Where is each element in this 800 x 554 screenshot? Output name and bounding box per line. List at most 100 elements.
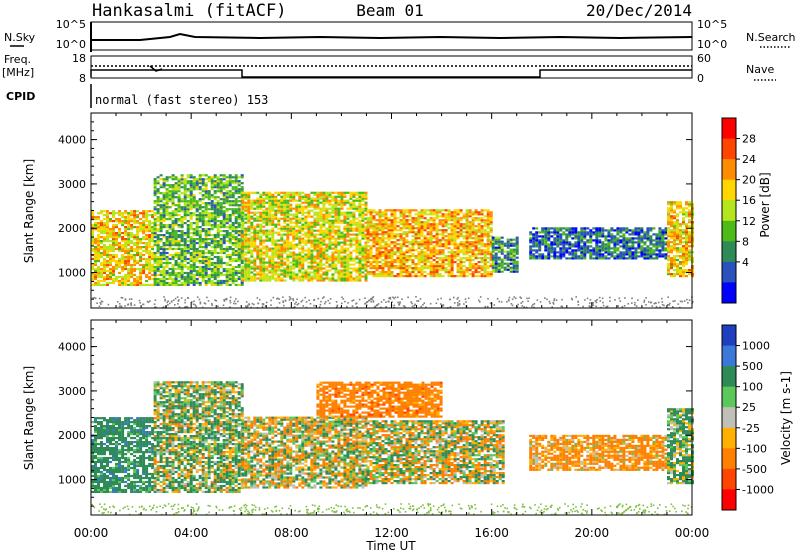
power-cell bbox=[610, 229, 614, 232]
power-cell bbox=[222, 198, 226, 201]
power-cell bbox=[574, 255, 578, 258]
power-cell bbox=[283, 239, 287, 242]
power-cell bbox=[408, 213, 412, 216]
power-cell bbox=[180, 281, 184, 285]
power-cell bbox=[100, 220, 103, 223]
power-cell bbox=[304, 253, 308, 256]
power-cell bbox=[168, 224, 172, 227]
power-cell bbox=[121, 216, 125, 219]
power-cell bbox=[274, 271, 278, 274]
power-cell bbox=[343, 199, 347, 202]
power-cell bbox=[459, 223, 463, 226]
power-cell bbox=[189, 198, 193, 201]
power-cell bbox=[325, 199, 329, 202]
power-cell bbox=[177, 265, 181, 269]
power-cell bbox=[186, 214, 190, 217]
power-cell bbox=[127, 263, 131, 267]
power-cell bbox=[509, 268, 513, 271]
power-cell bbox=[156, 240, 160, 243]
power-cell bbox=[219, 261, 223, 265]
power-cell bbox=[486, 267, 490, 270]
power-cell bbox=[456, 245, 460, 248]
power-cell bbox=[168, 242, 172, 245]
power-cell bbox=[390, 237, 394, 240]
power-cell bbox=[313, 269, 317, 272]
power-cell bbox=[271, 275, 275, 278]
power-cell bbox=[97, 242, 100, 245]
power-cell bbox=[124, 230, 128, 233]
power-cell bbox=[568, 245, 572, 248]
power-cell bbox=[301, 227, 305, 230]
power-cell bbox=[103, 224, 106, 227]
power-cell bbox=[192, 194, 196, 197]
power-cell bbox=[204, 202, 208, 205]
power-cell bbox=[553, 237, 557, 240]
power-cell bbox=[171, 178, 175, 181]
power-cell bbox=[219, 230, 223, 233]
power-cell bbox=[358, 201, 362, 204]
power-cell bbox=[280, 197, 284, 200]
power-cell bbox=[174, 232, 178, 235]
power-cell bbox=[151, 222, 155, 225]
power-cell bbox=[103, 283, 106, 286]
power-cell bbox=[195, 242, 199, 245]
power-cell bbox=[153, 206, 157, 209]
power-cell bbox=[423, 211, 427, 214]
power-cell bbox=[162, 242, 166, 245]
power-cell bbox=[106, 228, 109, 231]
power-cell bbox=[262, 203, 266, 206]
power-cell bbox=[474, 211, 478, 214]
power-cell bbox=[583, 245, 587, 248]
power-cell bbox=[192, 184, 196, 187]
power-cell bbox=[337, 269, 341, 272]
power-cell bbox=[253, 245, 257, 248]
power-cell bbox=[506, 268, 510, 271]
power-cell bbox=[256, 219, 260, 222]
power-cell bbox=[124, 249, 128, 253]
power-cell bbox=[237, 242, 241, 245]
power-cell bbox=[228, 194, 232, 197]
power-cell bbox=[225, 226, 229, 229]
power-cell bbox=[124, 210, 128, 213]
power-cell bbox=[259, 229, 263, 232]
power-cell bbox=[480, 213, 484, 216]
power-cell bbox=[231, 202, 235, 205]
power-cell bbox=[127, 236, 131, 239]
power-cell bbox=[553, 257, 557, 260]
power-cell bbox=[118, 249, 121, 253]
power-cell bbox=[151, 226, 155, 229]
power-cell bbox=[222, 247, 226, 251]
power-cell bbox=[307, 195, 311, 198]
power-cell bbox=[337, 233, 341, 236]
power-cell bbox=[271, 273, 275, 276]
power-cell bbox=[174, 247, 178, 251]
power-cell bbox=[346, 199, 350, 202]
power-cell bbox=[483, 225, 487, 228]
power-cell bbox=[444, 245, 448, 248]
power-cell bbox=[292, 267, 296, 270]
power-cell bbox=[130, 212, 134, 215]
power-cell bbox=[244, 239, 248, 242]
power-cell bbox=[210, 271, 214, 275]
power-cell bbox=[198, 220, 202, 223]
power-cell bbox=[340, 193, 344, 196]
power-cell bbox=[512, 242, 516, 245]
power-cell bbox=[244, 195, 248, 198]
power-cell bbox=[402, 265, 406, 268]
power-cell bbox=[189, 214, 193, 217]
power-cell bbox=[283, 219, 287, 222]
power-cell bbox=[346, 243, 350, 246]
power-cell bbox=[237, 216, 241, 219]
power-cell bbox=[106, 212, 109, 215]
power-cell bbox=[340, 255, 344, 258]
power-cell bbox=[189, 208, 193, 211]
power-cell bbox=[204, 240, 208, 243]
power-cell bbox=[361, 253, 365, 256]
power-cell bbox=[177, 263, 181, 267]
power-cell bbox=[280, 207, 284, 210]
power-cell bbox=[171, 257, 175, 261]
power-cell bbox=[417, 241, 421, 244]
power-cell bbox=[277, 251, 281, 254]
power-cell bbox=[247, 261, 251, 264]
power-cell bbox=[121, 220, 125, 223]
